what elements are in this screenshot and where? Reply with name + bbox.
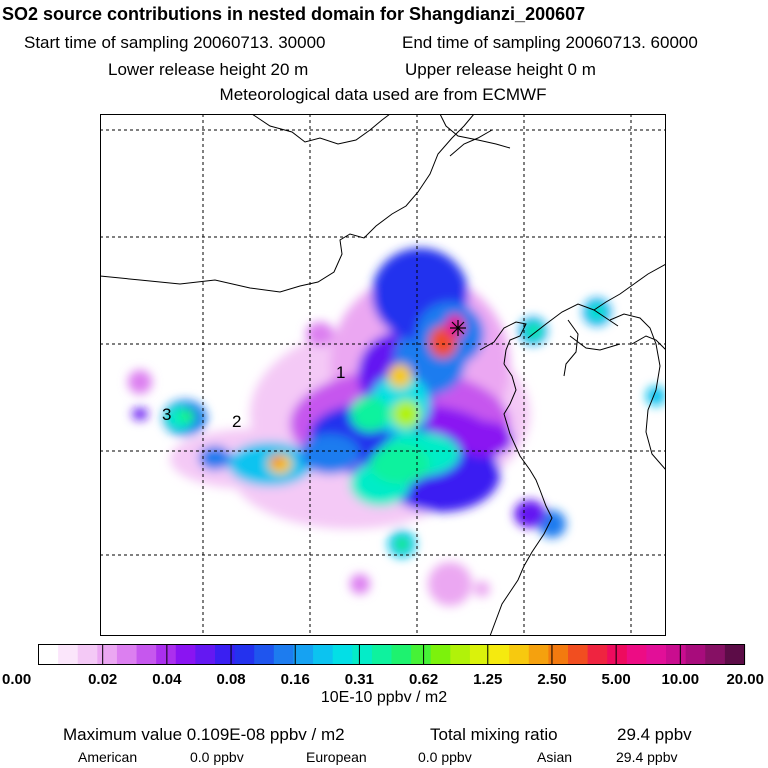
colorbar-tick-label: 0.08 <box>216 671 245 688</box>
color-scale-ticks: 0.00 0.02 0.04 0.08 0.16 0.31 0.62 1.25 2.50 5.00… <box>2 644 764 688</box>
color-swatch <box>469 644 491 665</box>
color-swatch <box>332 644 353 665</box>
upper-release-height: Upper release height 0 m <box>405 60 596 79</box>
total-value: 29.4 ppbv <box>617 725 692 744</box>
region-label-3: 3 <box>162 405 171 424</box>
colorbar-tick-label: 0.00 <box>2 671 31 688</box>
colorbar-tick-label: 0.31 <box>345 671 374 688</box>
concentration-map: 1 2 3 <box>100 114 666 636</box>
color-swatch <box>646 644 667 665</box>
total-label: Total mixing ratio <box>430 725 558 744</box>
color-swatch <box>548 644 569 665</box>
map-frame <box>100 114 666 636</box>
color-swatch <box>58 644 79 665</box>
color-swatch <box>254 644 275 665</box>
concentration-patch <box>526 323 542 339</box>
colorbar-tick-label: 10.00 <box>662 671 700 688</box>
concentration-patch <box>646 386 666 406</box>
region-label-1: 1 <box>336 363 345 382</box>
colorbar-tick-label: 20.00 <box>726 671 764 688</box>
asian-value: 29.4 ppbv <box>616 749 678 765</box>
color-swatch <box>724 644 746 665</box>
color-swatch <box>313 644 334 665</box>
concentration-patch <box>132 408 148 420</box>
concentration-patch <box>395 537 409 551</box>
concentration-patch <box>199 446 231 470</box>
color-swatch <box>607 644 628 665</box>
receptor-marker <box>450 320 466 336</box>
max-value: Maximum value 0.109E-08 ppbv / m2 <box>63 725 345 744</box>
color-swatch <box>136 644 157 665</box>
concentration-patch <box>300 434 360 474</box>
concentration-patch <box>388 364 412 388</box>
color-swatch <box>411 644 432 665</box>
color-swatch <box>489 644 510 665</box>
color-swatch <box>450 644 471 665</box>
asian-label: Asian <box>537 749 573 765</box>
concentration-patch <box>306 322 334 346</box>
european-label: European <box>306 749 367 765</box>
american-value: 0.0 ppbv <box>190 749 244 765</box>
colorbar-tick-label: 0.04 <box>152 671 182 688</box>
concentration-patch <box>445 314 465 338</box>
color-swatch <box>685 644 706 665</box>
lower-release-height: Lower release height 20 m <box>108 60 309 79</box>
color-swatch <box>626 644 648 665</box>
color-swatch <box>273 644 295 665</box>
color-swatch <box>77 644 98 665</box>
color-swatch <box>705 644 726 665</box>
concentration-patch <box>457 421 513 457</box>
colorbar-tick-label: 0.16 <box>281 671 310 688</box>
color-swatch <box>666 644 687 665</box>
color-swatch <box>568 644 589 665</box>
color-swatch <box>195 644 216 665</box>
colorbar-tick-label: 5.00 <box>602 671 631 688</box>
color-scale-bar: 0.00 0.02 0.04 0.08 0.16 0.31 0.62 1.25 2.50 5.00… <box>2 644 764 688</box>
color-swatch <box>587 644 608 665</box>
color-swatch <box>38 644 59 665</box>
color-swatch <box>391 644 412 665</box>
color-swatch <box>97 644 118 665</box>
concentration-patch <box>370 444 430 484</box>
region-label-2: 2 <box>232 412 241 431</box>
concentration-patch <box>392 400 420 428</box>
european-value: 0.0 ppbv <box>418 749 472 765</box>
page-title: SO2 source contributions in nested domai… <box>2 4 586 24</box>
concentration-patch <box>128 370 152 394</box>
color-swatch <box>175 644 196 665</box>
colorbar-tick-label: 0.02 <box>88 671 117 688</box>
concentration-patch <box>514 500 546 528</box>
concentration-patch <box>474 581 490 597</box>
colorbar-tick-label: 0.62 <box>409 671 438 688</box>
concentration-patch <box>350 574 370 594</box>
color-swatch <box>293 644 314 665</box>
american-label: American <box>78 749 138 765</box>
color-swatch <box>156 644 177 665</box>
color-swatch <box>371 644 393 665</box>
concentration-patch <box>179 410 195 422</box>
color-swatch <box>430 644 451 665</box>
start-time: Start time of sampling 20060713. 30000 <box>24 33 326 52</box>
color-swatch <box>234 644 255 665</box>
concentration-patch <box>350 396 390 432</box>
coastlines-and-borders <box>100 114 666 636</box>
grid-lines <box>100 114 666 636</box>
color-swatch <box>215 644 236 665</box>
concentration-patch <box>428 562 472 606</box>
color-swatch <box>528 644 549 665</box>
color-swatch <box>116 644 138 665</box>
colorbar-tick-label: 1.25 <box>473 671 502 688</box>
colorbar-units: 10E-10 ppbv / m2 <box>320 689 448 706</box>
end-time: End time of sampling 20060713. 60000 <box>402 33 698 52</box>
colorbar-tick-label: 2.50 <box>537 671 566 688</box>
concentration-patch <box>271 456 283 466</box>
color-scale-swatches <box>38 644 746 665</box>
color-swatch <box>352 644 373 665</box>
color-swatch <box>509 644 530 665</box>
met-data-source: Meteorological data used are from ECMWF <box>219 85 547 104</box>
